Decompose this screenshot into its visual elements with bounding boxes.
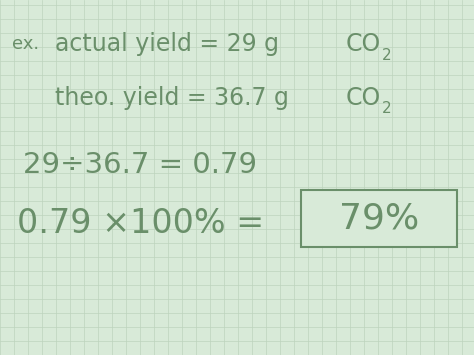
Text: 29÷36.7 = 0.79: 29÷36.7 = 0.79 xyxy=(23,151,257,179)
Text: 2: 2 xyxy=(382,48,391,62)
Text: CO: CO xyxy=(346,86,381,110)
Text: 0.79 ×100% =: 0.79 ×100% = xyxy=(17,207,264,240)
Text: theo. yield = 36.7 g: theo. yield = 36.7 g xyxy=(55,86,288,110)
Text: actual yield = 29 g: actual yield = 29 g xyxy=(55,32,279,56)
Text: CO: CO xyxy=(346,32,381,56)
Text: ex.: ex. xyxy=(12,36,39,53)
Text: 2: 2 xyxy=(382,101,391,116)
Text: 79%: 79% xyxy=(339,201,419,235)
